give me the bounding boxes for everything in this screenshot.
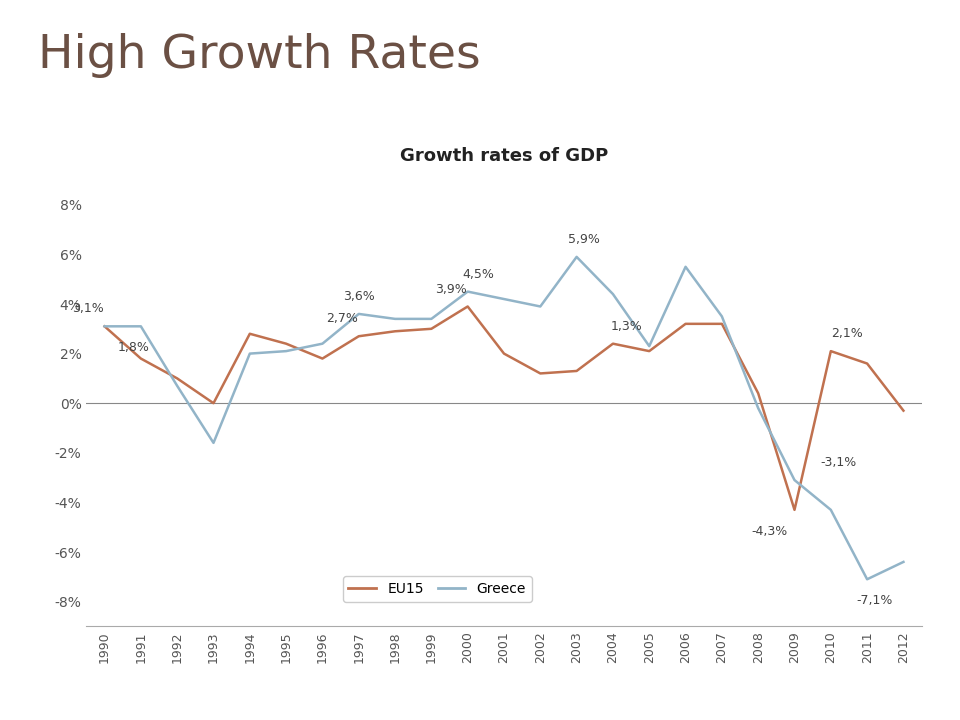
Text: 3,6%: 3,6%	[343, 290, 374, 303]
EU15	[99, 322, 110, 330]
Greece	[172, 382, 183, 390]
Legend: EU15, Greece: EU15, Greece	[343, 577, 532, 602]
EU15	[462, 302, 473, 311]
EU15	[898, 406, 909, 415]
Greece	[753, 404, 764, 413]
EU15	[135, 354, 147, 363]
Text: 2,1%: 2,1%	[831, 327, 863, 341]
EU15	[680, 320, 691, 328]
Greece	[535, 302, 546, 311]
EU15	[643, 347, 655, 356]
Greece	[353, 310, 365, 318]
Greece	[498, 294, 510, 303]
EU15	[207, 399, 219, 408]
Greece	[425, 315, 437, 323]
EU15	[244, 330, 255, 338]
Greece	[244, 349, 255, 358]
Greece	[462, 287, 473, 296]
Greece	[716, 312, 728, 320]
Greece	[789, 476, 801, 485]
Greece	[99, 322, 110, 330]
Greece	[680, 263, 691, 271]
EU15	[317, 354, 328, 363]
EU15	[353, 332, 365, 341]
Text: 4,5%: 4,5%	[463, 268, 494, 281]
Greece	[898, 557, 909, 566]
Text: 1,3%: 1,3%	[611, 320, 642, 333]
EU15	[716, 320, 728, 328]
Text: 5,9%: 5,9%	[567, 233, 599, 246]
EU15	[390, 327, 401, 336]
Text: -7,1%: -7,1%	[856, 594, 892, 607]
Greece	[390, 315, 401, 323]
Line: EU15: EU15	[105, 307, 903, 510]
EU15	[789, 505, 801, 514]
Greece	[280, 347, 292, 356]
Greece	[207, 438, 219, 447]
EU15	[861, 359, 873, 368]
EU15	[607, 339, 618, 348]
Greece	[571, 253, 583, 261]
Line: Greece: Greece	[105, 257, 903, 580]
Greece	[317, 339, 328, 348]
Text: 3,1%: 3,1%	[72, 302, 104, 315]
Text: 1,8%: 1,8%	[118, 341, 150, 354]
Greece	[135, 322, 147, 330]
EU15	[535, 369, 546, 378]
Text: -4,3%: -4,3%	[752, 525, 787, 538]
EU15	[825, 347, 836, 356]
Greece	[643, 342, 655, 351]
Text: 3,9%: 3,9%	[435, 282, 467, 296]
Greece	[607, 289, 618, 298]
Greece	[825, 505, 836, 514]
EU15	[498, 349, 510, 358]
Text: 2,7%: 2,7%	[326, 312, 358, 325]
EU15	[571, 366, 583, 375]
EU15	[280, 339, 292, 348]
Title: Growth rates of GDP: Growth rates of GDP	[400, 147, 608, 165]
EU15	[753, 389, 764, 397]
Text: -3,1%: -3,1%	[821, 456, 857, 469]
Text: High Growth Rates: High Growth Rates	[38, 32, 481, 78]
Greece	[861, 575, 873, 584]
EU15	[425, 325, 437, 333]
EU15	[172, 374, 183, 383]
